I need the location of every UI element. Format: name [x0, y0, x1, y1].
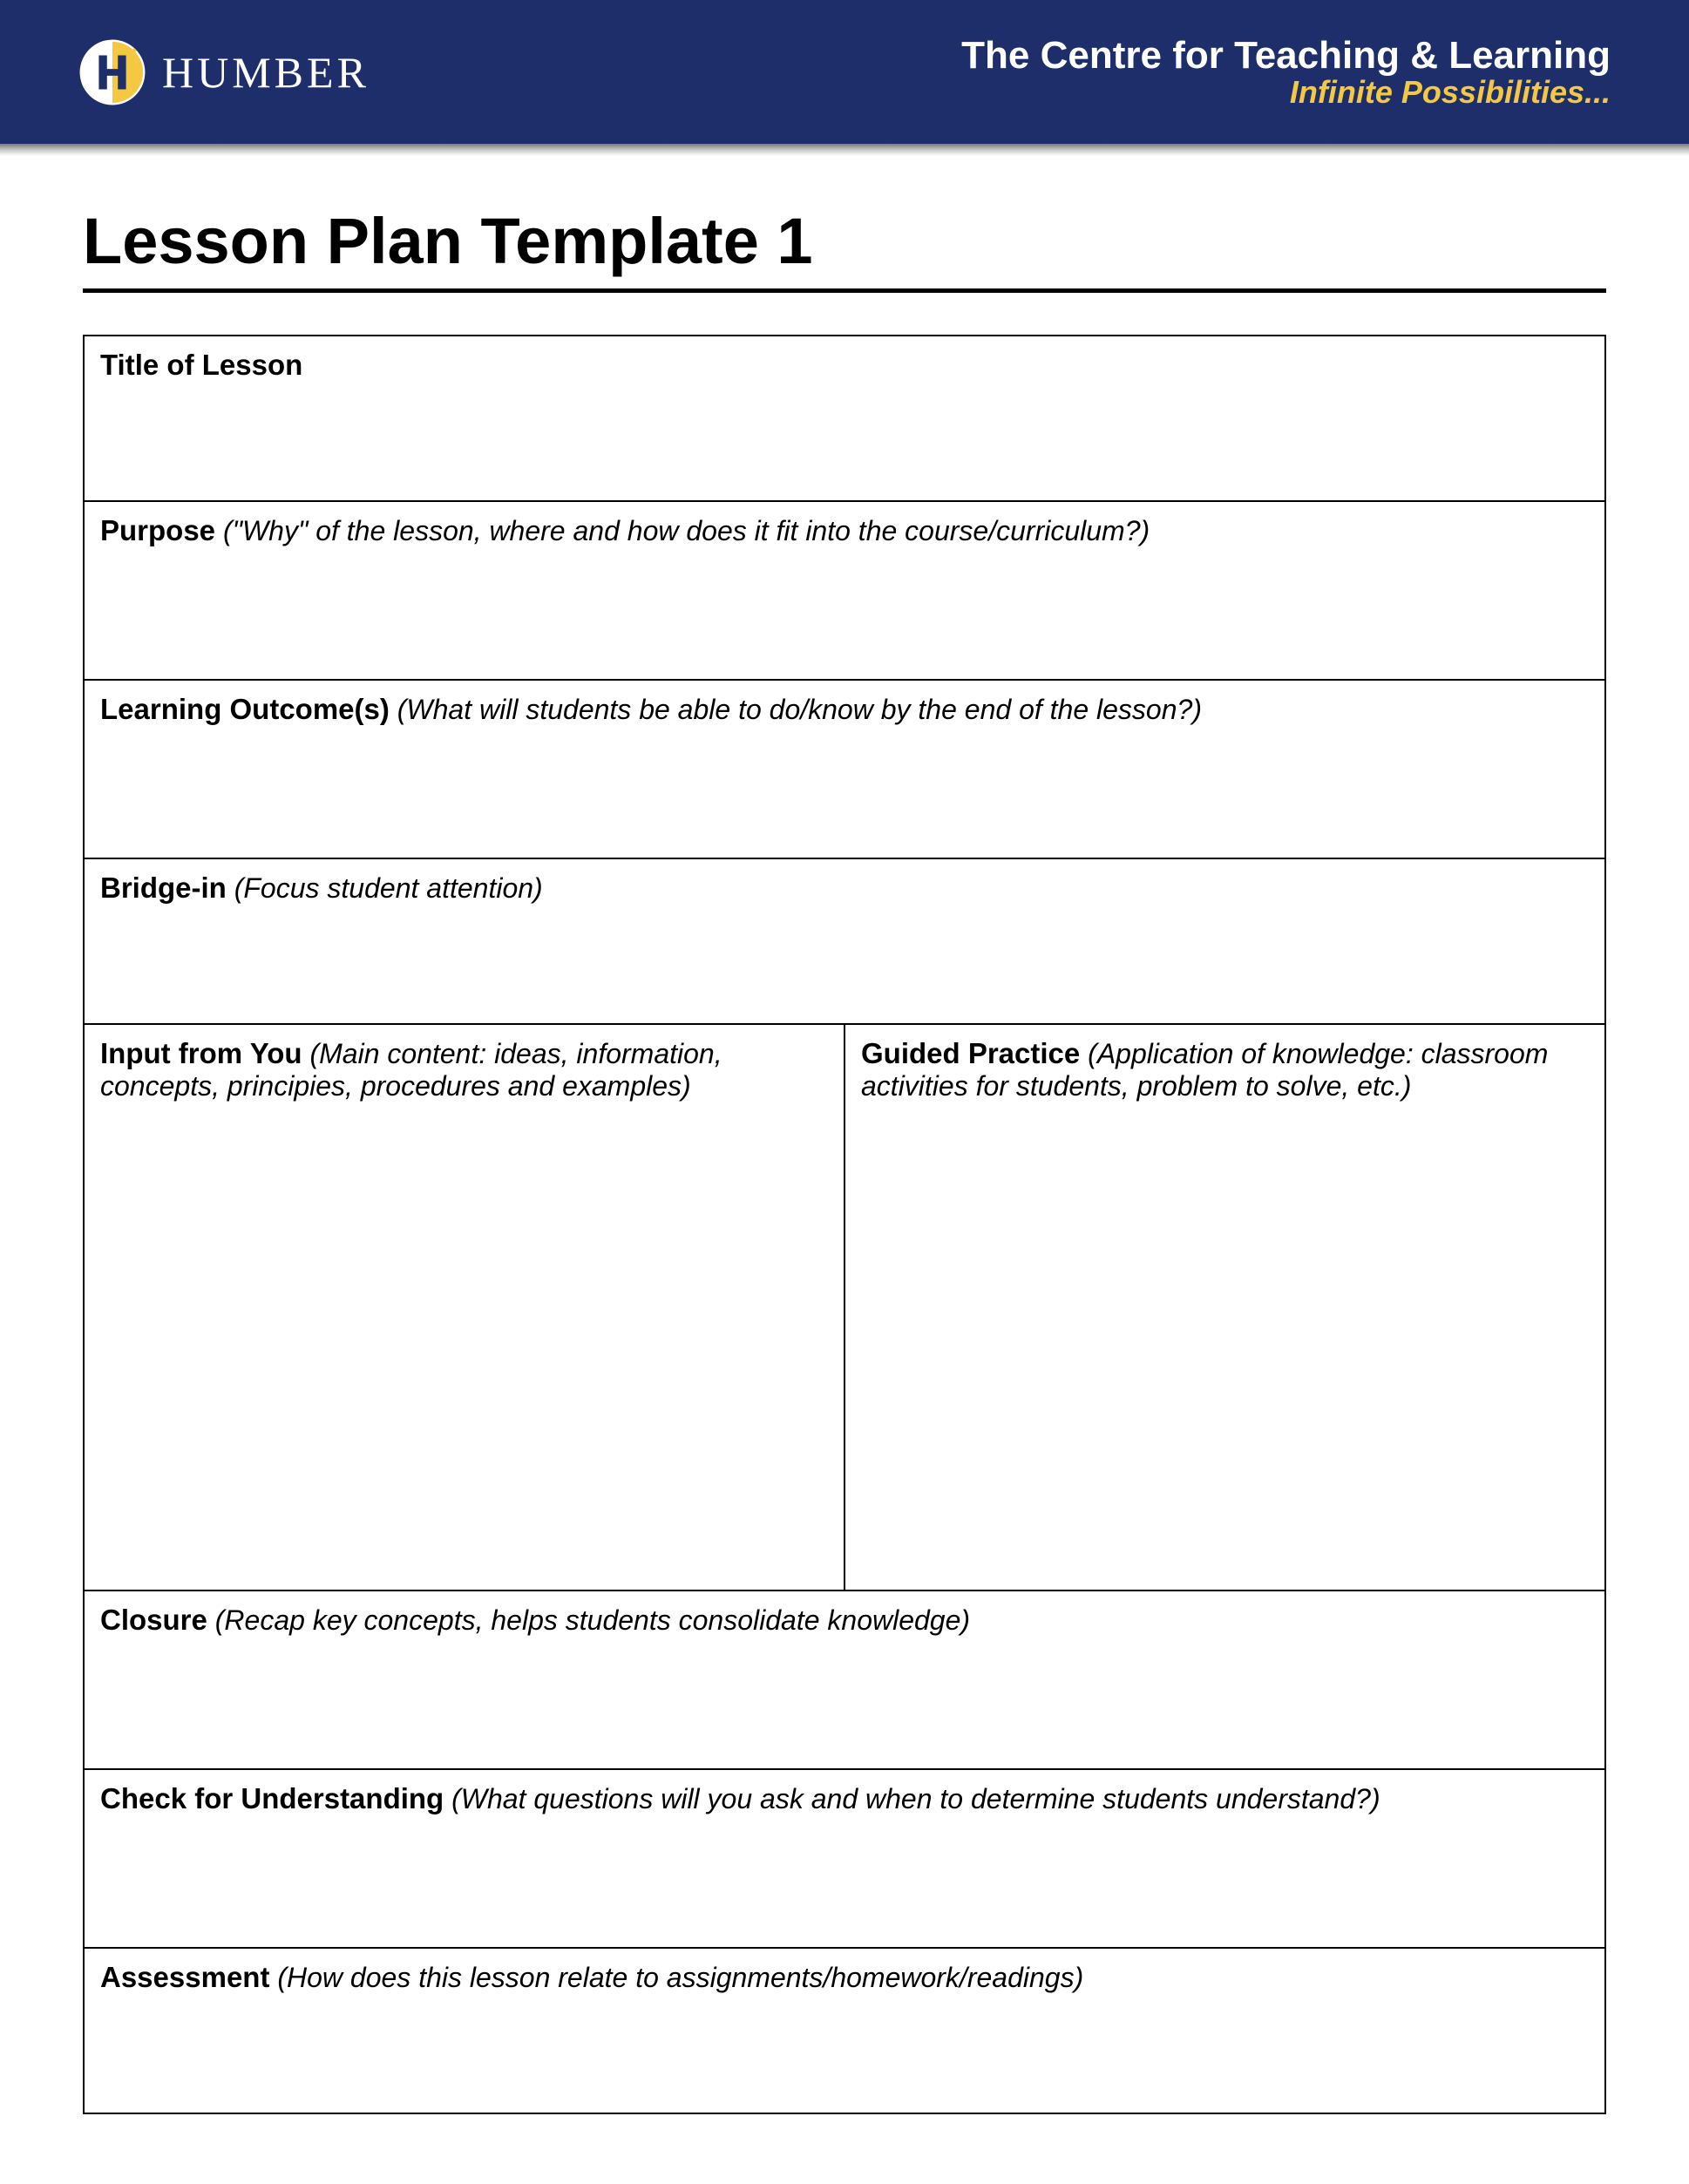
header-bar: HUMBER The Centre for Teaching & Learnin…: [0, 0, 1689, 144]
cell-hint: ("Why" of the lesson, where and how does…: [215, 515, 1150, 546]
logo-text: HUMBER: [162, 47, 370, 98]
header-subtitle: Infinite Possibilities...: [961, 74, 1611, 111]
lesson-plan-tbody: Title of Lesson Purpose ("Why" of the les…: [84, 336, 1605, 2113]
gradient-divider: [0, 144, 1689, 156]
cell-closure[interactable]: Closure (Recap key concepts, helps stude…: [84, 1591, 1605, 1769]
cell-label: Bridge-in: [100, 872, 227, 904]
table-row-title: Title of Lesson: [84, 336, 1605, 501]
table-row-outcomes: Learning Outcome(s) (What will students …: [84, 680, 1605, 858]
document-page: HUMBER The Centre for Teaching & Learnin…: [0, 0, 1689, 2149]
cell-hint: (Recap key concepts, helps students cons…: [207, 1604, 970, 1636]
header-right: The Centre for Teaching & Learning Infin…: [961, 34, 1611, 111]
cell-check[interactable]: Check for Understanding (What questions …: [84, 1769, 1605, 1948]
cell-assessment[interactable]: Assessment (How does this lesson relate …: [84, 1948, 1605, 2113]
cell-bridge[interactable]: Bridge-in (Focus student attention): [84, 858, 1605, 1024]
cell-input-practice-right[interactable]: Guided Practice (Application of knowledg…: [844, 1024, 1605, 1591]
table-row-closure: Closure (Recap key concepts, helps stude…: [84, 1591, 1605, 1769]
cell-label: Purpose: [100, 514, 215, 546]
cell-hint: (Focus student attention): [227, 872, 543, 904]
humber-logo-icon: [78, 38, 146, 106]
cell-label: Assessment: [100, 1961, 269, 1993]
cell-outcomes[interactable]: Learning Outcome(s) (What will students …: [84, 680, 1605, 858]
cell-input-practice-left[interactable]: Input from You (Main content: ideas, inf…: [84, 1024, 844, 1591]
page-title: Lesson Plan Template 1: [83, 204, 1606, 293]
cell-label: Input from You: [100, 1037, 302, 1069]
cell-label: Title of Lesson: [100, 349, 302, 381]
cell-hint: (What will students be able to do/know b…: [390, 694, 1202, 725]
table-row-check: Check for Understanding (What questions …: [84, 1769, 1605, 1948]
table-row-bridge: Bridge-in (Focus student attention): [84, 858, 1605, 1024]
cell-purpose[interactable]: Purpose ("Why" of the lesson, where and …: [84, 501, 1605, 680]
content-area: Lesson Plan Template 1 Title of Lesson Pu…: [0, 156, 1689, 2149]
table-row-input-practice: Input from You (Main content: ideas, inf…: [84, 1024, 1605, 1591]
cell-hint: (How does this lesson relate to assignme…: [269, 1962, 1083, 1993]
cell-label: Check for Understanding: [100, 1782, 444, 1814]
lesson-plan-table: Title of Lesson Purpose ("Why" of the les…: [83, 335, 1606, 2114]
cell-label: Guided Practice: [861, 1037, 1080, 1069]
logo-block: HUMBER: [78, 38, 370, 106]
cell-hint: (What questions will you ask and when to…: [444, 1783, 1380, 1814]
cell-label: Closure: [100, 1604, 207, 1636]
cell-label: Learning Outcome(s): [100, 693, 390, 725]
cell-title[interactable]: Title of Lesson: [84, 336, 1605, 501]
header-title: The Centre for Teaching & Learning: [961, 34, 1611, 78]
table-row-assessment: Assessment (How does this lesson relate …: [84, 1948, 1605, 2113]
table-row-purpose: Purpose ("Why" of the lesson, where and …: [84, 501, 1605, 680]
